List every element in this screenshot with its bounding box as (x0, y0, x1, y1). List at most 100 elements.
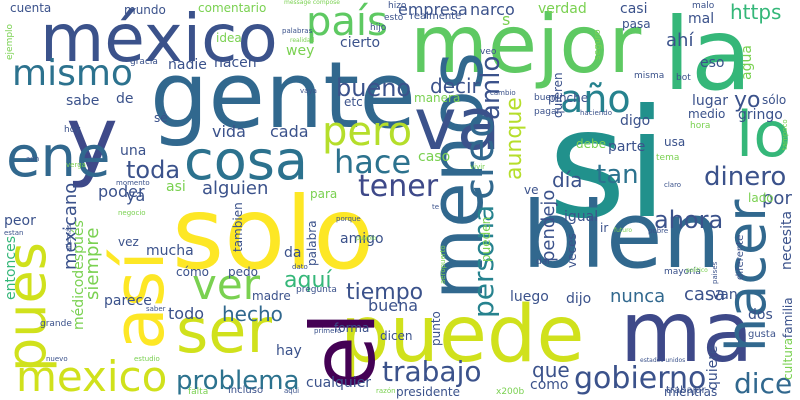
word-realmente: realmente (410, 11, 462, 22)
word-la: la (663, 0, 753, 113)
word-mismo: mismo (12, 53, 133, 94)
word-parte: parte (608, 139, 646, 155)
word-parece: parece (104, 293, 152, 309)
word-digo: digo (620, 113, 651, 129)
word-asi-2: asi (166, 179, 186, 195)
word-poder: poder (98, 182, 145, 201)
word-porque: porque (336, 215, 361, 223)
word-para: para (310, 187, 338, 201)
word-aqui-2: aqui (284, 387, 300, 395)
word-pendejo: pendejo (538, 189, 559, 262)
word-pero: pero (322, 109, 413, 155)
word-veces: veces (565, 233, 579, 268)
word-saber: saber (146, 305, 166, 313)
word-cada: cada (270, 122, 309, 141)
word-message: message compose (284, 0, 340, 6)
word-por: por (762, 188, 792, 209)
word-dar: dar (536, 257, 551, 267)
word-gusta: gusta (748, 329, 776, 340)
word-van: van (712, 287, 738, 303)
word-hay: hay (276, 343, 302, 359)
word-luego: luego (510, 289, 549, 305)
word-que: que (532, 358, 570, 382)
word-te: te (432, 203, 440, 211)
word-se: sé (154, 111, 168, 125)
word-amlo: amlo (476, 55, 506, 120)
word-x200b: x200b (496, 387, 525, 397)
word-razon: razón (376, 387, 396, 395)
word-dos: dos (748, 307, 773, 323)
word-estudio: estudio (134, 355, 160, 363)
word-peor: peor (4, 213, 36, 229)
word-mientras: mientras (664, 385, 718, 399)
word-pueden: pueden (479, 216, 493, 262)
word-solo: solo (172, 175, 375, 292)
word-alguien: alguien (202, 178, 269, 199)
word-ahora: ahora (654, 206, 724, 234)
word-necesita: necesita (779, 210, 795, 270)
word-tambien: tambien (231, 202, 245, 252)
word-todo: todo (168, 304, 205, 323)
word-creo: creo (457, 113, 503, 200)
word-pregunta: pregunta (296, 285, 337, 295)
word-dato: dato (292, 263, 308, 271)
word-ya: ya (126, 186, 146, 205)
word-cierto: cierto (340, 35, 381, 51)
word-lo: lo (736, 98, 792, 171)
word-veo: veo (480, 47, 497, 57)
word-aunque: aunque (502, 97, 527, 180)
word-familia: familia (781, 297, 795, 338)
word-verdad: verdad (538, 1, 587, 17)
word-como-2: como (530, 377, 569, 393)
word-ir: ir (600, 221, 609, 235)
word-palabra: palabra (305, 220, 319, 266)
word-agua: agua (739, 45, 755, 80)
word-trabajo: trabajo (382, 355, 482, 388)
word-aqui: aquí (284, 268, 332, 293)
word-ver: ver (192, 260, 260, 309)
word-gracia: gracia (130, 57, 158, 67)
word-caso: caso (418, 149, 451, 165)
word-politico: politico (686, 267, 708, 274)
word-vivir: vivir (470, 163, 486, 171)
word-mundo: mundo (124, 3, 166, 17)
word-hoy: hoy (64, 125, 81, 135)
word-futuro: futuro (614, 227, 633, 234)
word-gente: gente (150, 42, 416, 149)
word-cambio: cambio (490, 89, 516, 97)
word-cualquier: cualquier (306, 375, 372, 391)
word-pasa: pasa (622, 17, 651, 31)
word-estados: estados unidos (640, 357, 686, 364)
word-pagar: pagar (534, 107, 561, 117)
word-cuenta: cuenta (10, 1, 52, 15)
word-seguro: seguro (593, 29, 603, 60)
word-estan: estan (4, 229, 24, 237)
word-decir: decir (430, 74, 480, 98)
word-bueno: bueno (336, 74, 412, 102)
word-si: si (548, 78, 668, 252)
word-manera: manera (414, 91, 461, 105)
word-ahi: ahí (666, 30, 694, 51)
word-negocio: negocio (118, 209, 146, 217)
word-mexico: mexico (16, 352, 168, 400)
word-pobre: pobre (648, 227, 669, 235)
word-cosa: cosa (184, 129, 308, 192)
word-wey: wey (286, 43, 315, 59)
word-etc: etc (344, 95, 363, 109)
word-cultura: cultura (781, 337, 795, 380)
word-realidad: realidad (290, 37, 315, 44)
word-pueblo: pueblo (356, 235, 377, 242)
word-palabras: palabras (282, 27, 313, 35)
word-medico: médicodespués (71, 220, 87, 330)
word-trabajar: trabajar (666, 385, 706, 396)
word-una: una (120, 143, 147, 159)
word-falta: falta (188, 387, 209, 397)
word-claro: claro (664, 181, 682, 189)
word-dice: dice (734, 367, 793, 400)
word-gringo: gringo (738, 107, 783, 123)
word-diferente: diferente (735, 234, 746, 280)
word-puede: puede (340, 290, 585, 380)
word-da: da (284, 245, 302, 261)
word-entonces: entonces (3, 235, 19, 300)
word-solo-lower: sólo (762, 93, 787, 107)
